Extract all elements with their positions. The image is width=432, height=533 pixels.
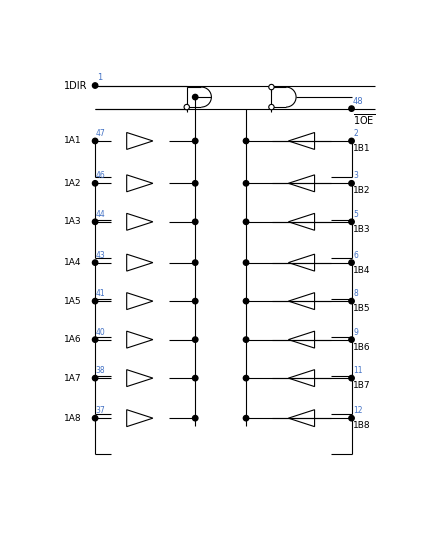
Text: 1B1: 1B1: [353, 144, 371, 153]
Circle shape: [193, 298, 198, 304]
Text: 1B6: 1B6: [353, 343, 371, 352]
Text: 1B3: 1B3: [353, 225, 371, 234]
Circle shape: [349, 337, 354, 342]
Circle shape: [193, 415, 198, 421]
Text: 12: 12: [353, 406, 362, 415]
Text: 47: 47: [96, 129, 106, 138]
Text: 1A1: 1A1: [64, 136, 82, 146]
Circle shape: [243, 415, 249, 421]
Text: 38: 38: [96, 366, 105, 375]
Circle shape: [349, 260, 354, 265]
Circle shape: [349, 138, 354, 144]
Text: 3: 3: [353, 171, 358, 180]
Text: 11: 11: [353, 366, 362, 375]
Text: $\overline{\rm 1OE}$: $\overline{\rm 1OE}$: [353, 112, 375, 126]
Text: 1B4: 1B4: [353, 265, 371, 274]
Text: 1A7: 1A7: [64, 374, 82, 383]
Circle shape: [193, 219, 198, 224]
Text: 1A8: 1A8: [64, 414, 82, 423]
Circle shape: [243, 375, 249, 381]
Circle shape: [243, 138, 249, 144]
Text: 1: 1: [97, 74, 102, 83]
Circle shape: [349, 298, 354, 304]
Circle shape: [243, 337, 249, 342]
Circle shape: [92, 260, 98, 265]
Text: 44: 44: [96, 209, 106, 219]
Text: 1A5: 1A5: [64, 297, 82, 305]
Text: 2: 2: [353, 129, 358, 138]
Circle shape: [243, 260, 249, 265]
Text: 8: 8: [353, 289, 358, 298]
Circle shape: [92, 83, 98, 88]
Text: 48: 48: [353, 96, 364, 106]
Circle shape: [269, 104, 274, 110]
Circle shape: [193, 375, 198, 381]
Text: 6: 6: [353, 251, 358, 260]
Circle shape: [193, 94, 198, 100]
Circle shape: [193, 337, 198, 342]
Circle shape: [243, 298, 249, 304]
Text: 1B8: 1B8: [353, 421, 371, 430]
Text: 1A2: 1A2: [64, 179, 82, 188]
Circle shape: [349, 106, 354, 111]
Circle shape: [349, 415, 354, 421]
Text: 46: 46: [96, 171, 106, 180]
Text: 37: 37: [96, 406, 106, 415]
Circle shape: [193, 181, 198, 186]
Circle shape: [92, 415, 98, 421]
Text: 1B2: 1B2: [353, 187, 371, 196]
Text: 41: 41: [96, 289, 105, 298]
Circle shape: [193, 138, 198, 144]
Circle shape: [269, 84, 274, 90]
Circle shape: [349, 181, 354, 186]
Circle shape: [243, 181, 249, 186]
Circle shape: [92, 181, 98, 186]
Text: 1DIR: 1DIR: [64, 80, 88, 91]
Circle shape: [243, 219, 249, 224]
Circle shape: [349, 375, 354, 381]
Text: 1A4: 1A4: [64, 258, 82, 267]
Circle shape: [92, 337, 98, 342]
Circle shape: [184, 104, 190, 110]
Text: 1A6: 1A6: [64, 335, 82, 344]
Circle shape: [193, 260, 198, 265]
Text: 1B5: 1B5: [353, 304, 371, 313]
Circle shape: [92, 219, 98, 224]
Text: 9: 9: [353, 328, 358, 336]
Circle shape: [92, 138, 98, 144]
Text: 40: 40: [96, 328, 106, 336]
Text: 1A3: 1A3: [64, 217, 82, 227]
Text: 1B7: 1B7: [353, 381, 371, 390]
Circle shape: [349, 219, 354, 224]
Text: 43: 43: [96, 251, 106, 260]
Circle shape: [92, 298, 98, 304]
Circle shape: [92, 375, 98, 381]
Text: 5: 5: [353, 209, 358, 219]
